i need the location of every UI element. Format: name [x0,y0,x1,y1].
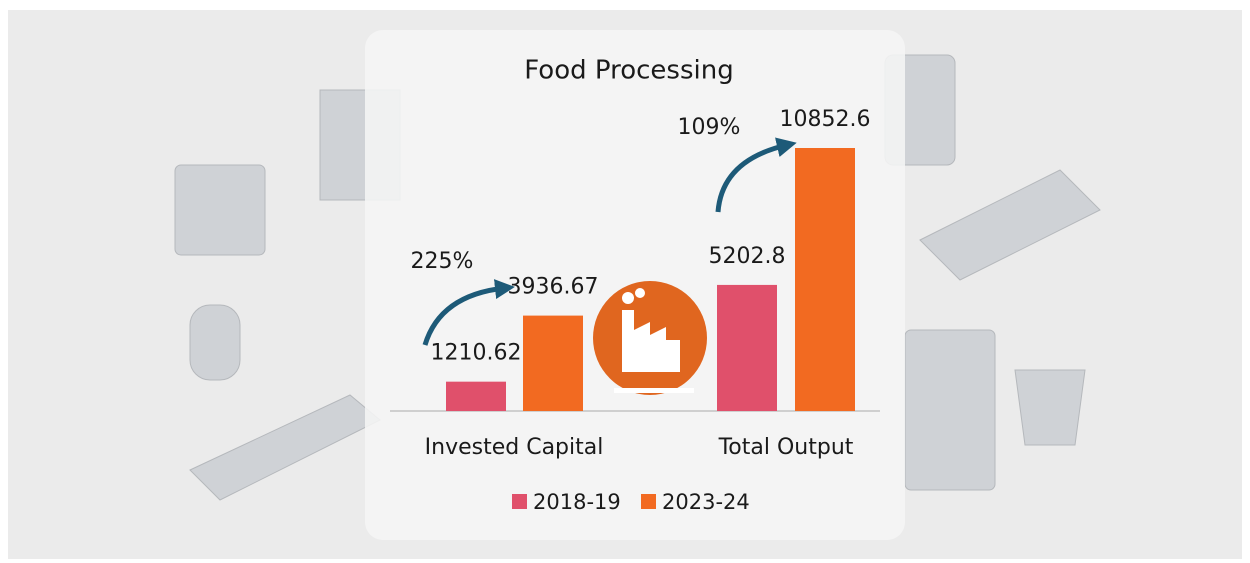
data-label: 3936.67 [508,275,599,300]
bar [717,284,777,411]
growth-label: 225% [411,249,474,274]
legend-swatch [512,494,527,509]
x-tick-label: Total Output [718,435,854,460]
growth-arrow [715,137,797,213]
data-label: 5202.8 [709,244,786,269]
legend-label: 2023-24 [662,490,750,514]
chart-title: Food Processing [524,56,733,86]
bar [795,148,855,411]
legend-swatch [641,494,656,509]
x-tick-label: Invested Capital [425,435,604,460]
growth-label: 109% [678,115,741,140]
data-label: 1210.62 [431,341,522,366]
data-label: 10852.6 [780,107,871,132]
bar [446,381,506,411]
legend-label: 2018-19 [533,490,621,514]
bar [523,315,583,411]
factory-icon [593,281,707,395]
growth-arrow [422,279,515,346]
